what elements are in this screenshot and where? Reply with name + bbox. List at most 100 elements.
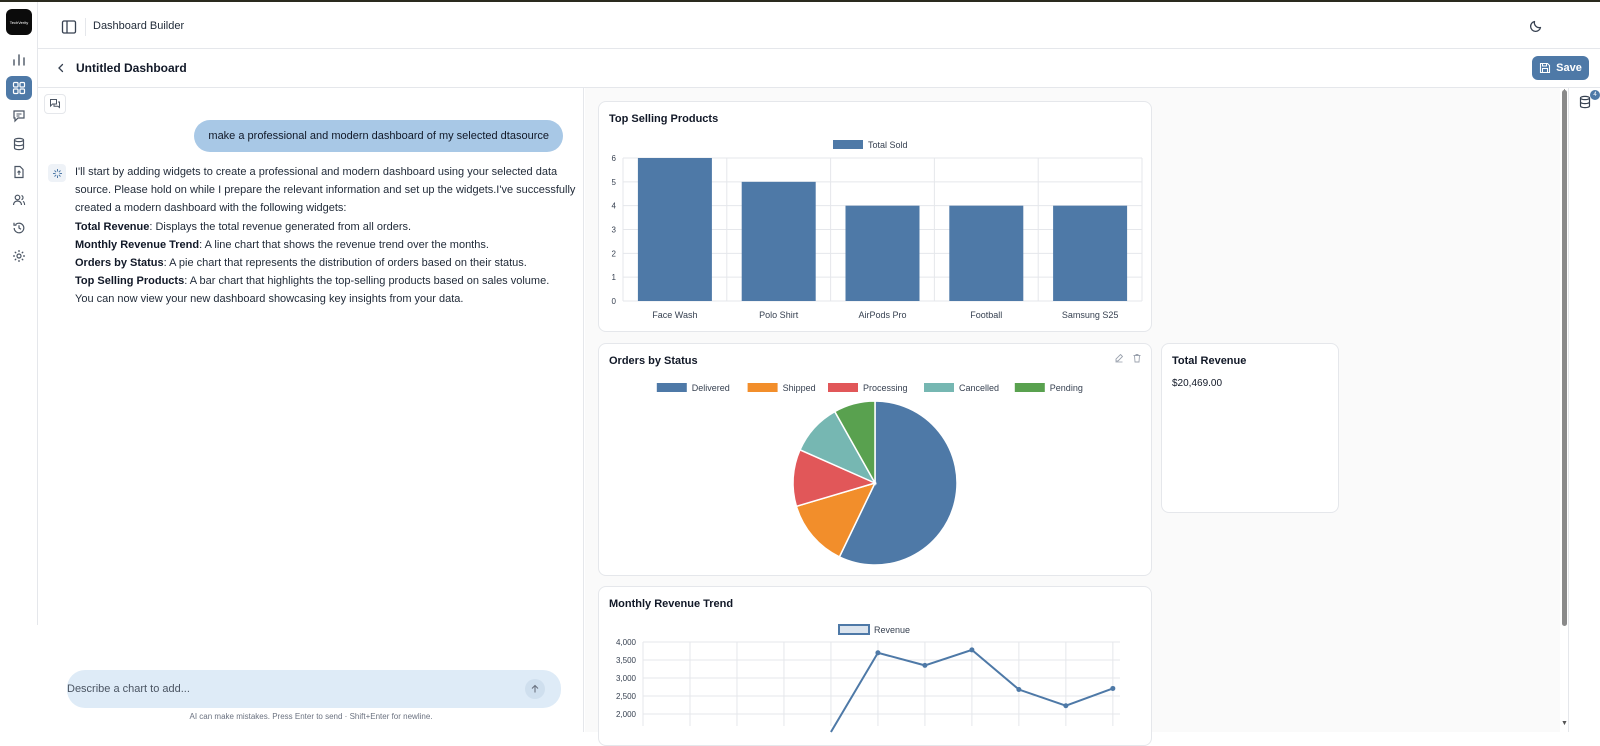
ai-item-desc: : Displays the total revenue generated f… — [149, 220, 412, 233]
pie-slice — [833, 400, 876, 486]
y-tick-label: 2,000 — [616, 710, 637, 719]
bar — [637, 158, 712, 301]
save-button[interactable]: Save — [1532, 56, 1589, 80]
legend-label: Revenue — [874, 625, 910, 635]
legend-swatch — [656, 383, 687, 392]
data-point — [1016, 687, 1022, 693]
legend-swatch — [838, 624, 870, 635]
edit-icon[interactable] — [1114, 353, 1124, 363]
ai-response: I'll start by adding widgets to create a… — [75, 163, 580, 309]
messages-icon[interactable] — [6, 104, 32, 128]
y-tick-label: 6 — [612, 154, 617, 163]
bar — [949, 205, 1024, 301]
data-point — [875, 650, 881, 656]
ai-outro: You can now view your new dashboard show… — [75, 293, 464, 306]
widget-actions — [1114, 353, 1142, 363]
theme-toggle-moon-icon[interactable] — [1528, 18, 1544, 34]
data-point — [969, 647, 975, 653]
save-label: Save — [1556, 62, 1582, 74]
x-tick-label: Face Wash — [652, 310, 697, 320]
pie-chart: Delivered Shipped Processing Cancelled Pendi… — [656, 383, 1083, 566]
legend-label: Total Sold — [868, 140, 908, 150]
history-icon[interactable] — [6, 216, 32, 240]
widget-title: Monthly Revenue Trend — [609, 598, 734, 610]
pie-slice — [795, 481, 877, 558]
ai-item-desc: : A pie chart that represents the distri… — [163, 257, 527, 270]
ai-item-name: Monthly Revenue Trend — [75, 238, 200, 251]
scroll-down-arrow[interactable]: ▼ — [1561, 720, 1568, 727]
widget-orders-by-status[interactable]: Orders by Status Delivered Shipped Process… — [598, 343, 1152, 576]
legend-label: Processing — [863, 383, 908, 393]
ai-item-name: Top Selling Products — [75, 275, 185, 288]
ai-sparkle-icon — [48, 164, 66, 182]
database-icon[interactable] — [6, 132, 32, 156]
users-icon[interactable] — [6, 188, 32, 212]
chat-input[interactable] — [67, 670, 517, 708]
ai-intro: I'll start by adding widgets to create a… — [75, 166, 576, 215]
datasource-database-icon[interactable] — [1578, 95, 1592, 114]
y-tick-label: 1 — [612, 273, 617, 282]
y-tick-label: 2 — [612, 249, 617, 258]
legend-label: Cancelled — [959, 383, 999, 393]
widget-title: Orders by Status — [609, 355, 698, 367]
y-tick-label: 3,000 — [616, 674, 637, 683]
ai-item-name: Orders by Status — [75, 257, 164, 270]
widget-total-revenue[interactable]: Total Revenue $20,469.00 — [1161, 343, 1339, 513]
file-upload-icon[interactable] — [6, 160, 32, 184]
x-tick-label: AirPods Pro — [858, 310, 906, 320]
legend-label: Delivered — [692, 383, 730, 393]
back-chevron-icon[interactable] — [54, 61, 68, 75]
dashboard-title[interactable]: Untitled Dashboard — [76, 61, 187, 75]
legend-swatch — [828, 383, 858, 392]
chat-input-container — [67, 670, 561, 708]
app-logo[interactable]: TechVerity — [6, 9, 32, 35]
data-point — [1063, 703, 1069, 709]
page-title: Dashboard Builder — [93, 20, 185, 32]
y-tick-label: 5 — [612, 178, 617, 187]
logo-text: TechVerity — [9, 19, 29, 25]
legend-swatch — [747, 383, 778, 392]
sidebar-toggle-icon[interactable] — [60, 18, 78, 36]
x-tick-label: Samsung S25 — [1062, 310, 1119, 320]
legend-label: Pending — [1050, 383, 1083, 393]
dashboard-canvas: Top Selling Products Total Sold 0 1 2 3 4 5 6 Fa… — [585, 88, 1560, 746]
y-tick-label: 3 — [612, 226, 617, 235]
left-nav-rail: TechVerity — [0, 2, 38, 625]
pie-slice — [838, 400, 958, 566]
bar — [741, 181, 816, 301]
line-chart: Revenue 2,000 2,500 3,000 3,500 4,000 — [616, 624, 1120, 733]
data-point — [922, 662, 928, 668]
top-bar: Dashboard Builder — [38, 2, 1600, 49]
chat-history-icon[interactable] — [44, 94, 66, 114]
analytics-icon[interactable] — [6, 48, 32, 72]
send-button[interactable] — [525, 679, 545, 699]
y-tick-label: 3,500 — [616, 656, 637, 665]
bar — [845, 205, 920, 301]
legend-swatch — [1014, 383, 1045, 392]
settings-icon[interactable] — [6, 244, 32, 268]
y-tick-label: 0 — [612, 297, 617, 306]
ai-item-desc: : A bar chart that highlights the top-se… — [184, 275, 550, 288]
widget-top-selling-products[interactable]: Top Selling Products Total Sold 0 1 2 3 4 5 6 Fa… — [598, 101, 1152, 332]
dashboard-header: Untitled Dashboard Save — [38, 49, 1600, 88]
user-message-bubble: make a professional and modern dashboard… — [194, 120, 563, 152]
x-tick-label: Polo Shirt — [759, 310, 799, 320]
canvas-scrollbar[interactable] — [1562, 90, 1567, 626]
right-rail: 4 — [1568, 88, 1600, 732]
total-revenue-value: $20,469.00 — [1172, 378, 1223, 389]
legend-swatch — [833, 140, 863, 149]
trash-icon[interactable] — [1132, 353, 1142, 363]
ai-item-name: Total Revenue — [75, 220, 150, 233]
widget-title: Total Revenue — [1172, 355, 1247, 367]
divider — [85, 18, 86, 36]
x-tick-label: Football — [970, 310, 1002, 320]
y-tick-label: 4 — [612, 202, 617, 211]
bar-chart: Total Sold 0 1 2 3 4 5 6 Face Wash Polo Shirt AirP… — [612, 140, 1143, 320]
dashboard-grid-icon[interactable] — [6, 76, 32, 100]
ai-item-desc: : A line chart that shows the revenue tr… — [199, 238, 489, 251]
bar — [1053, 205, 1128, 301]
legend-swatch — [924, 383, 954, 392]
data-point — [1110, 685, 1116, 691]
widget-monthly-revenue-trend[interactable]: Monthly Revenue Trend Revenue 2,000 2,500 3… — [598, 586, 1152, 746]
legend-label: Shipped — [783, 383, 816, 393]
